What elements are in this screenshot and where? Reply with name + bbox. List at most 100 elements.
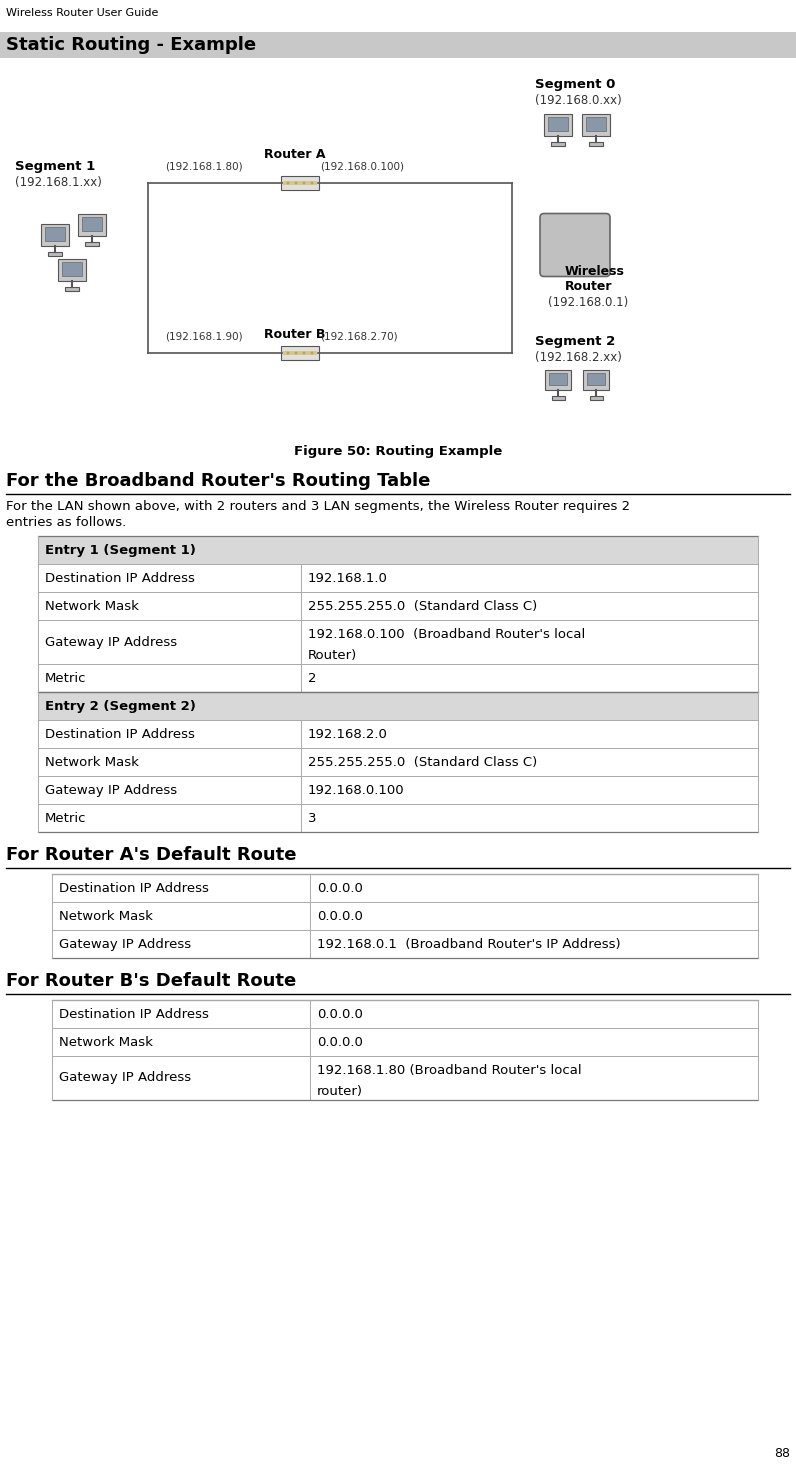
Text: 3: 3 [308,811,316,824]
Text: Destination IP Address: Destination IP Address [45,571,195,585]
Circle shape [302,351,306,354]
Text: 0.0.0.0: 0.0.0.0 [317,1036,362,1049]
Text: 255.255.255.0  (Standard Class C): 255.255.255.0 (Standard Class C) [308,599,537,613]
Text: Destination IP Address: Destination IP Address [59,881,209,895]
Bar [52,874,758,902]
Bar [281,347,319,360]
Circle shape [295,182,298,185]
Bar [548,373,568,385]
Text: (192.168.0.100): (192.168.0.100) [320,162,404,170]
Text: 192.168.0.100  (Broadband Router's local: 192.168.0.100 (Broadband Router's local [308,627,585,640]
Bar [587,373,606,385]
Bar [545,370,571,389]
Text: (192.168.1.80): (192.168.1.80) [165,162,243,170]
Bar [281,176,319,190]
Text: Gateway IP Address: Gateway IP Address [59,1071,191,1084]
Text: 192.168.0.100: 192.168.0.100 [308,783,404,796]
Bar [544,115,572,137]
Text: 255.255.255.0  (Standard Class C): 255.255.255.0 (Standard Class C) [308,755,537,768]
Text: Destination IP Address: Destination IP Address [59,1008,209,1021]
Text: 192.168.2.0: 192.168.2.0 [308,727,388,740]
Text: Gateway IP Address: Gateway IP Address [45,636,178,648]
Circle shape [310,351,314,354]
Bar [38,804,758,831]
Text: entries as follows.: entries as follows. [6,516,127,529]
Text: 192.168.0.1  (Broadband Router's IP Address): 192.168.0.1 (Broadband Router's IP Addre… [317,937,620,950]
Text: Segment 0: Segment 0 [535,78,615,91]
Bar [38,564,758,592]
Text: Router): Router) [308,649,357,663]
Text: For the Broadband Router's Routing Table: For the Broadband Router's Routing Table [6,472,431,491]
Bar [551,142,565,145]
Text: 88: 88 [774,1447,790,1460]
Bar [38,664,758,692]
Text: 0.0.0.0: 0.0.0.0 [317,881,362,895]
Text: (192.168.2.xx): (192.168.2.xx) [535,351,622,364]
Bar [38,592,758,620]
Text: Metric: Metric [45,671,87,685]
Text: Entry 1 (Segment 1): Entry 1 (Segment 1) [45,544,196,557]
Text: (192.168.1.xx): (192.168.1.xx) [15,176,102,190]
Bar [590,397,603,400]
Text: Segment 2: Segment 2 [535,335,615,348]
Text: Metric: Metric [45,811,87,824]
Bar [58,259,86,281]
Text: Destination IP Address: Destination IP Address [45,727,195,740]
Bar [62,263,82,276]
Text: Gateway IP Address: Gateway IP Address [45,783,178,796]
Bar [283,351,317,355]
Text: 0.0.0.0: 0.0.0.0 [317,909,362,923]
Bar [548,118,568,131]
Circle shape [287,351,290,354]
Circle shape [302,182,306,185]
Bar [52,1028,758,1056]
Circle shape [310,182,314,185]
Text: For Router A's Default Route: For Router A's Default Route [6,846,296,864]
Bar [78,214,106,237]
Circle shape [287,182,290,185]
Text: Network Mask: Network Mask [45,755,139,768]
Bar [52,1056,758,1100]
Text: 0.0.0.0: 0.0.0.0 [317,1008,362,1021]
Circle shape [295,351,298,354]
FancyBboxPatch shape [540,213,610,276]
Bar [583,370,609,389]
Text: Network Mask: Network Mask [59,1036,153,1049]
Bar [589,142,603,145]
Bar [283,181,317,185]
Bar [582,115,610,137]
Bar [586,118,606,131]
Text: (192.168.1.90): (192.168.1.90) [165,331,243,341]
Bar [38,692,758,720]
Bar [38,620,758,664]
Bar [48,253,62,256]
Text: (192.168.0.xx): (192.168.0.xx) [535,94,622,107]
Text: Router: Router [565,281,612,292]
Text: (192.168.2.70): (192.168.2.70) [320,331,398,341]
Bar [38,776,758,804]
Text: For the LAN shown above, with 2 routers and 3 LAN segments, the Wireless Router : For the LAN shown above, with 2 routers … [6,499,630,513]
Bar [38,748,758,776]
Bar [52,930,758,958]
Text: For Router B's Default Route: For Router B's Default Route [6,972,296,990]
Bar [38,720,758,748]
Bar [65,286,79,291]
Text: router): router) [317,1086,363,1097]
Text: Figure 50: Routing Example: Figure 50: Routing Example [294,445,502,458]
Bar [38,536,758,564]
Text: 2: 2 [308,671,316,685]
Text: Wireless Router User Guide: Wireless Router User Guide [6,7,158,18]
Text: (192.168.0.1): (192.168.0.1) [548,295,628,308]
Text: Entry 2 (Segment 2): Entry 2 (Segment 2) [45,699,196,712]
Bar [552,397,564,400]
Bar [82,217,102,231]
Text: Static Routing - Example: Static Routing - Example [6,37,256,54]
Text: Network Mask: Network Mask [59,909,153,923]
Text: Router B: Router B [264,328,326,341]
Bar [0,32,796,57]
Bar [45,228,65,241]
Text: Segment 1: Segment 1 [15,160,96,173]
Bar [52,1000,758,1028]
Bar [85,242,99,245]
Text: Router A: Router A [264,148,326,162]
